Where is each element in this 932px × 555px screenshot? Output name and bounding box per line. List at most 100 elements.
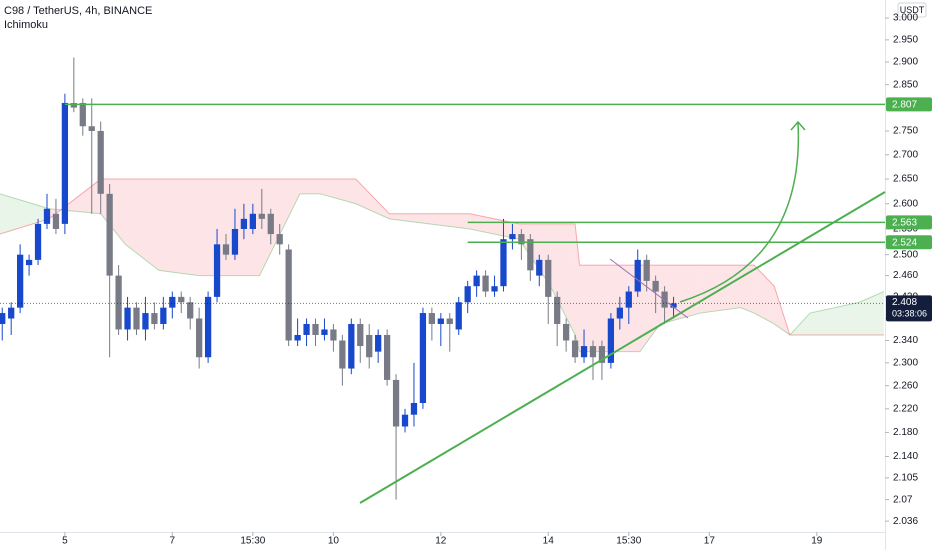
cloud-segment [49,179,101,219]
y-tick-label: 2.900 [893,57,918,68]
candle-body [43,208,51,224]
candle-body [97,130,104,194]
currency-box[interactable] [897,2,927,18]
candle-body [446,318,453,324]
candle-body [482,275,489,292]
candle-body [652,280,659,292]
candle-body [124,307,131,330]
countdown-label: 03:38:06 [892,309,927,319]
candle-body [106,193,113,276]
cloud-segment [810,302,860,335]
x-tick-label: 15:30 [240,536,265,547]
trendline [359,191,886,504]
candle-body [276,234,283,245]
candle-body [231,228,239,255]
x-tick-label: 17 [704,536,716,547]
y-tick-label: 2.260 [893,380,918,391]
y-tick-label: 2.140 [893,451,918,462]
x-tick-label: 15:30 [616,536,641,547]
cloud-segment [575,223,580,352]
candle-body [616,307,623,319]
x-tick-label: 14 [543,536,555,547]
y-tick-label: 3.000 [893,13,918,24]
candle-body [0,313,6,324]
candle-body [8,307,15,319]
candle-body [455,302,462,330]
candle-body [464,286,471,303]
candle-body [249,213,256,229]
candle-body [285,249,292,341]
candle-body [580,346,588,358]
candle-body [383,334,391,380]
candle-body [571,340,579,358]
candle-body [52,213,60,229]
y-tick-label: 2.500 [893,249,918,260]
candle-body [500,239,507,287]
indicator-name: Ichimoku [4,19,48,31]
y-tick-label: 2.105 [893,473,918,484]
cloud-segment [469,213,520,240]
candle-body [643,259,650,281]
candle-body [303,323,310,335]
candle-body [34,223,42,260]
y-tick-label: 2.340 [893,335,918,346]
candle-body [133,307,140,330]
candle-body [366,334,373,358]
cloud-segment [355,179,390,219]
y-tick-label: 2.07 [893,494,913,505]
cloud-segment [579,265,640,352]
candle-body [204,296,212,358]
candle-body [151,313,158,324]
candle-body [527,239,534,271]
candle-body [61,102,69,224]
candle-body [428,313,436,324]
price-axis: 3.000 2.950 2.900 2.850 2.750 2.700 2.650 2.600… [885,13,932,527]
candle-body [312,323,319,335]
last-price-label: 2.408 [892,297,917,308]
last-price-box [886,295,932,322]
candle-body [339,340,346,369]
cloud-segment [0,193,50,235]
candle-body [401,414,409,427]
y-tick-label: 2.036 [893,516,918,527]
x-tick-label: 5 [62,536,68,547]
candle-body [545,259,552,297]
trendline-small [609,258,689,319]
cloud-segment [754,265,775,324]
x-tick-label: 12 [435,536,447,547]
candle-body [17,254,24,308]
candle-body [562,323,570,341]
cloud-segment [389,213,470,229]
candle-body [419,313,427,403]
chart-title: C98 / TetherUS, 4h, BINANCE [4,5,152,17]
level-label-box [886,97,932,112]
candle-body [348,323,355,369]
candle-body [160,307,167,324]
x-tick-label: 19 [811,536,823,547]
candle-body [357,323,364,347]
level-label-box [886,235,932,250]
candle-body [187,302,194,319]
candle-body [554,296,561,324]
candle-body [509,234,516,240]
candle-body [410,402,418,415]
y-tick-label: 2.220 [893,403,918,414]
candle-body [589,346,597,358]
candle-body [222,244,230,255]
cloud-segment [100,179,126,245]
candle-body [330,329,337,341]
y-tick-label: 2.300 [893,358,918,369]
candle-body [240,218,248,229]
cloud-segment [299,179,320,194]
cloud-segment [774,286,790,335]
candle-body [79,102,86,127]
candle-body [437,318,444,324]
y-tick-label: 2.460 [893,270,918,281]
candle-body [88,126,95,131]
cloud-segment [789,313,811,335]
y-tick-label: 2.850 [893,79,918,90]
y-tick-label: 2.650 [893,174,918,185]
candle-body [473,275,480,287]
candle-body [491,286,498,292]
